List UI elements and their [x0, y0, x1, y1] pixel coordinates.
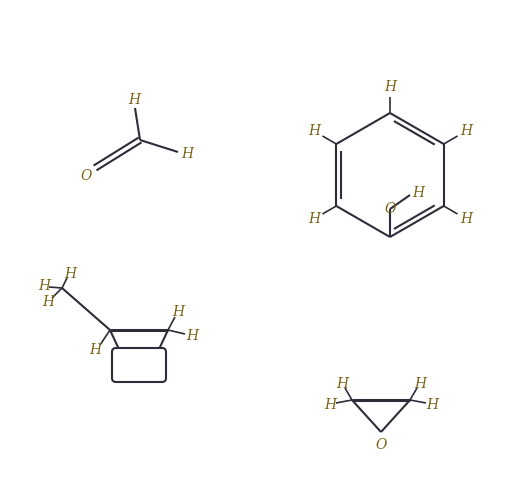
Text: O: O [375, 438, 387, 452]
Text: H: H [426, 398, 438, 412]
Text: H: H [128, 93, 140, 107]
Text: H: H [89, 343, 101, 357]
FancyBboxPatch shape [112, 348, 166, 382]
Text: H: H [308, 124, 320, 138]
Text: H: H [412, 186, 424, 200]
Text: H: H [181, 147, 193, 161]
Text: O: O [80, 169, 92, 183]
Text: H: H [42, 295, 54, 309]
Text: H: H [414, 377, 426, 391]
Text: Abs: Abs [127, 359, 150, 371]
Text: H: H [172, 305, 184, 319]
Text: H: H [460, 212, 472, 226]
Text: H: H [186, 329, 198, 343]
Text: H: H [384, 80, 396, 94]
Text: H: H [324, 398, 336, 412]
Text: H: H [460, 124, 472, 138]
Text: H: H [308, 212, 320, 226]
Text: H: H [64, 267, 76, 281]
Text: H: H [38, 279, 50, 293]
Text: O: O [384, 202, 396, 216]
Text: H: H [336, 377, 348, 391]
